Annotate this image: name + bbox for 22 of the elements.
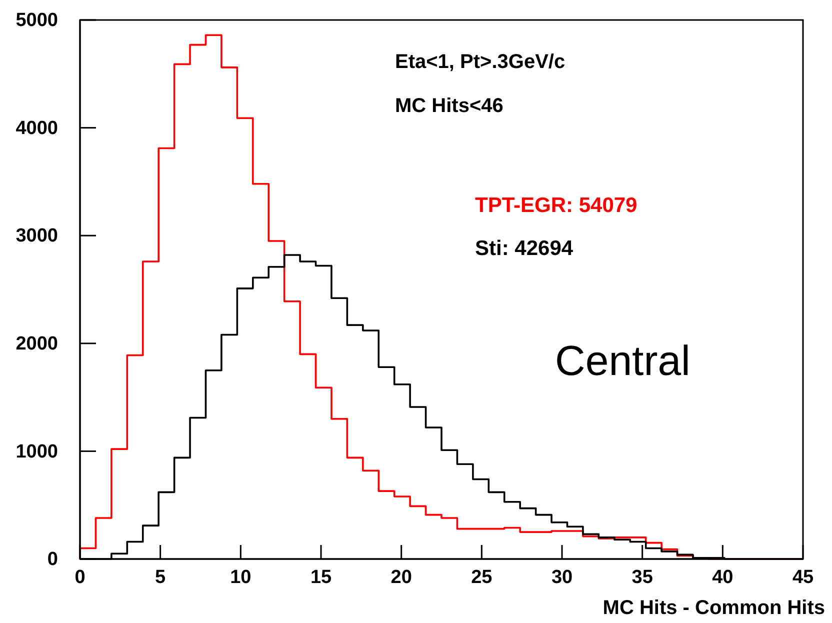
x-tick-label: 25 [471,566,493,588]
x-tick-label: 40 [712,566,734,588]
annotation: MC Hits<46 [395,95,504,117]
y-tick-label: 5000 [16,10,58,32]
x-tick-label: 0 [74,566,86,588]
text: Sti: 42694 [475,237,574,260]
y-tick-label: 2000 [16,333,58,354]
x-tick-label: 30 [551,566,573,588]
annotation: Central [555,337,690,384]
x-axis-title: MC Hits - Common Hits [602,597,825,619]
x-tick-label: 35 [632,566,654,588]
text: TPT-EGR: 54079 [475,194,638,217]
x-tick-label: 10 [230,566,252,588]
y-tick-label: 4000 [16,118,58,139]
y-tick-label: 1000 [16,441,58,462]
x-tick-label: 15 [310,566,332,588]
annotation: Eta<1, Pt>.3GeV/c [395,51,566,73]
x-tick-label: 20 [390,566,412,588]
y-tick-label: 3000 [16,226,58,247]
x-tick-label: 45 [792,566,814,588]
y-tick-label: 0 [47,549,58,570]
x-tick-label: 5 [155,566,166,588]
